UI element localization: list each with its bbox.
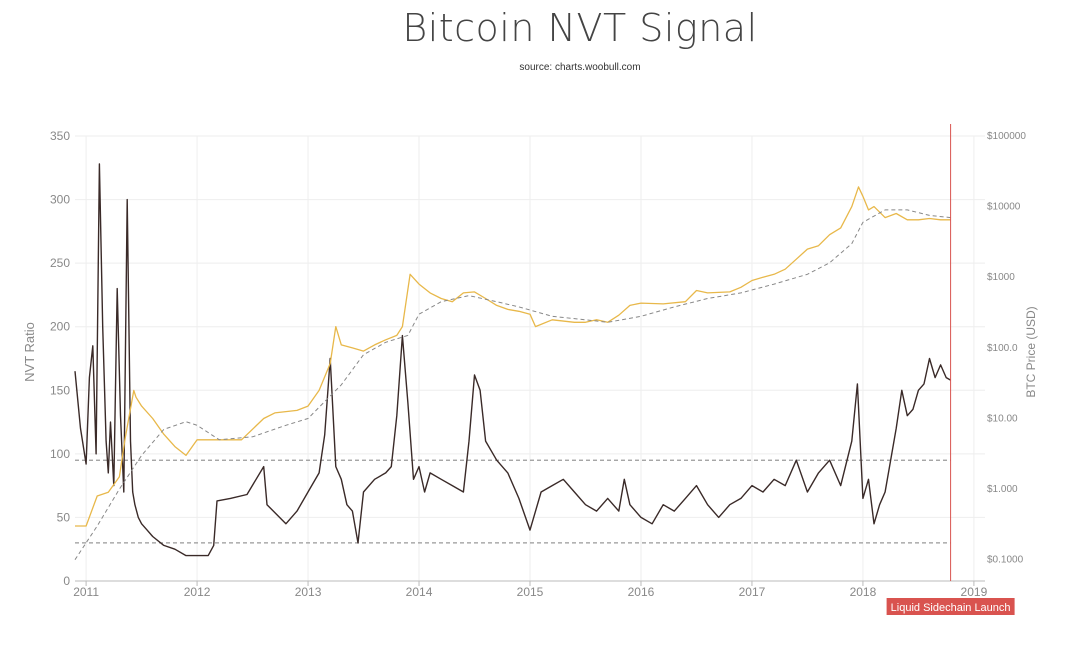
- y-tick-label: 50: [57, 510, 71, 524]
- event-label: Liquid Sidechain Launch: [891, 602, 1011, 614]
- series-group: [74, 163, 951, 560]
- y-tick-label: 250: [50, 256, 70, 270]
- series-line-nvt-signal: [74, 163, 951, 557]
- x-tick-label: 2013: [295, 585, 322, 599]
- x-tick-label: 2015: [517, 585, 544, 599]
- y-tick-label: 0: [63, 574, 70, 588]
- chart-source: source: charts.woobull.com: [519, 62, 641, 73]
- series-line-moving-average: [74, 209, 951, 560]
- y2-tick-label: $10000: [987, 202, 1021, 213]
- x-tick-label: 2018: [850, 585, 877, 599]
- x-tick-label: 2017: [739, 585, 766, 599]
- y-tick-label: 100: [50, 447, 70, 461]
- event-marker: Liquid Sidechain Launch: [886, 124, 1015, 615]
- y-tick-label: 300: [50, 193, 70, 207]
- y2-tick-label: $1000: [987, 272, 1015, 283]
- y-axis-label: NVT Ratio: [22, 322, 37, 382]
- y2-tick-label: $0.1000: [987, 555, 1024, 566]
- event-label-box: [886, 598, 1015, 615]
- y-tick-label: 350: [50, 129, 70, 143]
- x-tick-label: 2019: [961, 585, 988, 599]
- y-tick-label: 150: [50, 383, 70, 397]
- chart-title: Bitcoin NVT Signal: [402, 6, 758, 50]
- y2-tick-label: $100.0: [987, 343, 1018, 354]
- x-tick-label: 2012: [184, 585, 211, 599]
- y-tick-label: 200: [50, 320, 70, 334]
- y2-axis-ticks: $0.1000 $1.000 $10.00 $100.0 $1000 $10000 $100…: [987, 131, 1026, 566]
- x-tick-label: 2011: [73, 585, 99, 599]
- y-axis-ticks: 0 50 100 150 200 250 300 350: [50, 129, 70, 588]
- x-tick-label: 2014: [406, 585, 433, 599]
- grid: [75, 135, 985, 582]
- y2-tick-label: $1.000: [987, 484, 1018, 495]
- y2-axis-label: BTC Price (USD): [1024, 306, 1038, 397]
- y2-tick-label: $10.00: [987, 413, 1018, 424]
- series-line-btc-price: [75, 186, 951, 527]
- y2-tick-label: $100000: [987, 131, 1026, 142]
- x-tick-label: 2016: [628, 585, 655, 599]
- reference-lines: [75, 459, 951, 544]
- x-axis-ticks: 2011 2012 2013 2014 2015 2016 2017 2018 2019: [73, 581, 988, 599]
